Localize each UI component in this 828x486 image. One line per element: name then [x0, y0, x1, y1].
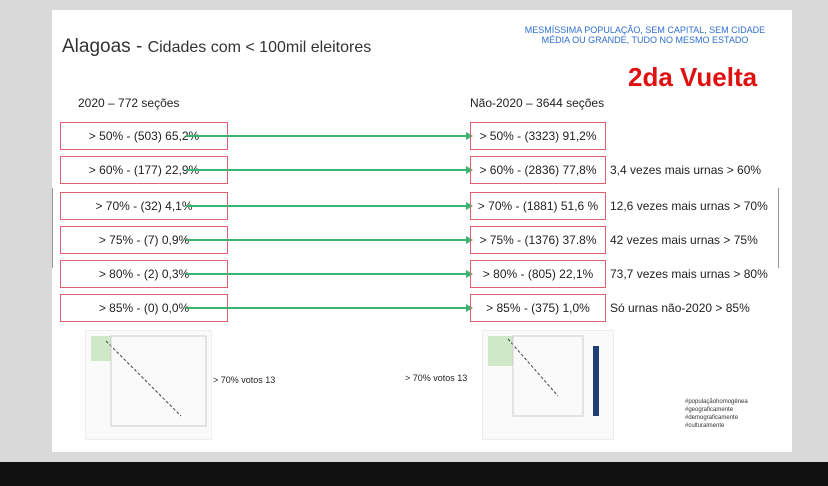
note: MESMÍSSIMA POPULAÇÃO, SEM CAPITAL, SEM C…: [500, 25, 790, 45]
comment: 12,6 vezes mais urnas > 70%: [610, 199, 768, 213]
scatter-thumbnail: [85, 330, 212, 440]
right-box: > 80% - (805) 22,1%: [470, 260, 606, 288]
note-line: MESMÍSSIMA POPULAÇÃO, SEM CAPITAL, SEM C…: [524, 25, 766, 35]
arrow-head: [466, 202, 473, 210]
right-box: > 85% - (375) 1,0%: [470, 294, 606, 322]
comment: 42 vezes mais urnas > 75%: [610, 233, 758, 247]
hashtag: #culturalmente: [685, 423, 725, 429]
arrow: [186, 135, 468, 137]
arrow-head: [466, 236, 473, 244]
chart-caption: > 70% votos 13: [213, 375, 276, 385]
column-header: 2020 – 772 seções: [78, 96, 180, 110]
arrow: [186, 273, 468, 275]
right-box: > 70% - (1881) 51,6 %: [470, 192, 606, 220]
round-label: 2da Vuelta: [628, 62, 758, 92]
arrow-head: [466, 132, 473, 140]
title-text: Cidades com < 100mil eleitores: [147, 39, 372, 56]
arrow: [186, 169, 468, 171]
hashtag: #populaçãohomogênea: [685, 399, 748, 405]
chart-caption: > 70% votos 13: [405, 373, 468, 383]
bottom-bar: [0, 462, 828, 486]
hashtag: #geograficamente: [685, 407, 734, 413]
thumbnail-plot: [91, 335, 207, 427]
bracket: [52, 188, 53, 268]
title: Alagoas - Cidades com < 100mil eleitores: [62, 36, 371, 58]
right-box: > 50% - (3323) 91,2%: [470, 122, 606, 150]
hashtag: #demograficamente: [685, 415, 739, 421]
arrow-head: [466, 304, 473, 312]
right-box: > 75% - (1376) 37.8%: [470, 226, 606, 254]
arrow: [186, 239, 468, 241]
comment: 3,4 vezes mais urnas > 60%: [610, 163, 762, 177]
comment: Só urnas não-2020 > 85%: [610, 301, 750, 315]
bracket: [778, 188, 779, 268]
right-box: > 60% - (2836) 77,8%: [470, 156, 606, 184]
arrow-head: [466, 270, 473, 278]
scatter-thumbnail: [482, 330, 614, 440]
arrow: [186, 205, 468, 207]
arrow-head: [466, 166, 473, 174]
title-prefix: Alagoas -: [62, 36, 143, 57]
note-line: MÉDIA OU GRANDE, TUDO NO MESMO ESTADO: [541, 35, 749, 45]
arrow: [186, 307, 468, 309]
thumbnail-plot: [488, 335, 599, 417]
comment: 73,7 vezes mais urnas > 80%: [610, 267, 768, 281]
column-header: Não-2020 – 3644 seções: [470, 96, 605, 110]
